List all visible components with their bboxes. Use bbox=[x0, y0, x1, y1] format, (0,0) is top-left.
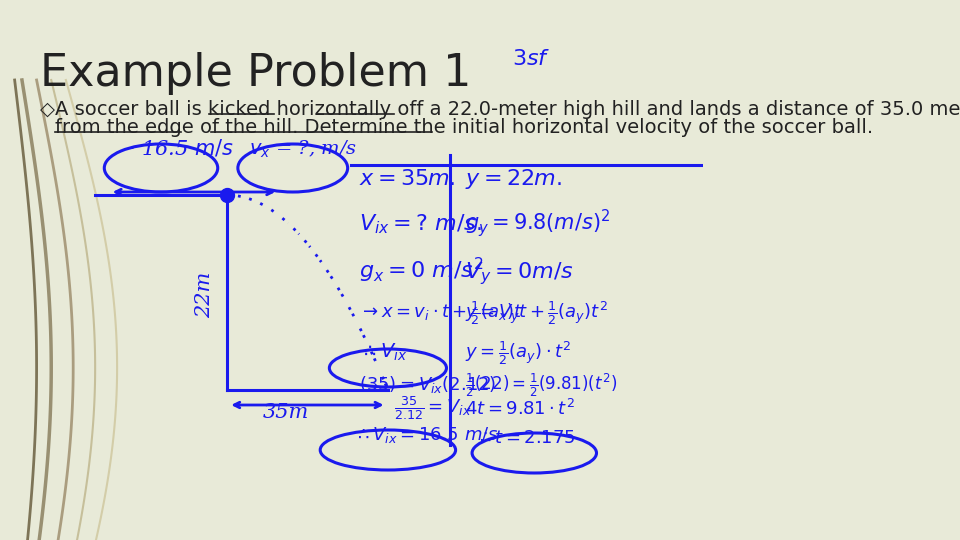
Text: $3sf$: $3sf$ bbox=[513, 48, 551, 70]
Text: $\frac{1}{2}(22) = \frac{1}{2}(9.81)(t^2)$: $\frac{1}{2}(22) = \frac{1}{2}(9.81)(t^2… bbox=[465, 372, 617, 399]
Text: Example Problem 1: Example Problem 1 bbox=[40, 52, 471, 95]
Text: ◇: ◇ bbox=[40, 100, 56, 119]
Text: 22m: 22m bbox=[196, 272, 214, 318]
Text: $x = 35m.$: $x = 35m.$ bbox=[359, 168, 455, 190]
Text: $V_{ix} = ?\ m/s.$: $V_{ix} = ?\ m/s.$ bbox=[359, 212, 482, 235]
Text: 35m: 35m bbox=[262, 403, 308, 422]
Text: $y = \frac{1}{2}(a_y) \cdot t^2$: $y = \frac{1}{2}(a_y) \cdot t^2$ bbox=[465, 339, 571, 367]
Text: $\therefore V_{ix}$: $\therefore V_{ix}$ bbox=[360, 342, 407, 363]
Text: $4t = 9.81 \cdot t^2$: $4t = 9.81 \cdot t^2$ bbox=[465, 399, 575, 419]
Text: $\rightarrow x = v_i \cdot t + \frac{1}{2}(a_x)t$: $\rightarrow x = v_i \cdot t + \frac{1}{… bbox=[359, 299, 523, 327]
Text: $y = 22m.$: $y = 22m.$ bbox=[465, 167, 562, 191]
Text: $g_y = 9.8(m/s)^2$: $g_y = 9.8(m/s)^2$ bbox=[465, 207, 611, 239]
Text: $v_x$ = ?, m/s: $v_x$ = ?, m/s bbox=[249, 139, 357, 160]
Text: $\therefore V_{ix} = 16.5\ m/s$: $\therefore V_{ix} = 16.5\ m/s$ bbox=[353, 425, 498, 445]
Text: $y = V_y t + \frac{1}{2}(a_y)t^2$: $y = V_y t + \frac{1}{2}(a_y)t^2$ bbox=[465, 299, 608, 327]
Text: $V_y = 0m/s$: $V_y = 0m/s$ bbox=[465, 260, 573, 287]
Text: $\ \ \ \ \ \ \frac{35}{2.12} = V_{ix}$: $\ \ \ \ \ \ \frac{35}{2.12} = V_{ix}$ bbox=[359, 394, 471, 422]
Text: from the edge of the hill. Determine the initial horizontal velocity of the socc: from the edge of the hill. Determine the… bbox=[55, 118, 873, 137]
Text: A soccer ball is kicked horizontally off a 22.0-meter high hill and lands a dist: A soccer ball is kicked horizontally off… bbox=[55, 100, 960, 119]
Text: $(35) = V_{ix}(2.12)$: $(35) = V_{ix}(2.12)$ bbox=[359, 374, 496, 395]
Text: $g_x = 0\ m/s^2$: $g_x = 0\ m/s^2$ bbox=[359, 255, 483, 285]
Text: $\therefore t = 2.175$: $\therefore t = 2.175$ bbox=[476, 429, 575, 447]
Text: $\cdot$ 16.5 $m/s$: $\cdot$ 16.5 $m/s$ bbox=[128, 138, 234, 159]
